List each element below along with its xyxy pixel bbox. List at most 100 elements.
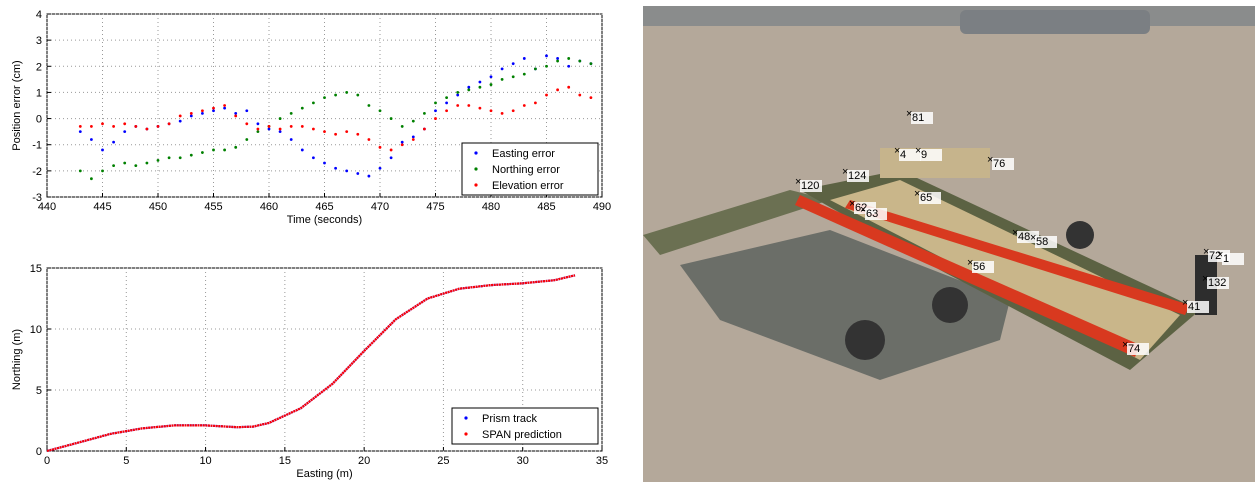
point bbox=[434, 101, 437, 105]
point bbox=[267, 127, 271, 131]
point bbox=[378, 145, 382, 149]
label-bg bbox=[972, 261, 994, 273]
point bbox=[445, 109, 448, 113]
point bbox=[167, 122, 171, 126]
x-axis-label: Time (seconds) bbox=[287, 214, 362, 226]
point bbox=[467, 88, 471, 92]
rail bbox=[795, 195, 1140, 357]
point bbox=[245, 109, 249, 113]
point bbox=[534, 101, 537, 105]
point bbox=[400, 143, 404, 147]
point bbox=[300, 148, 304, 152]
point bbox=[356, 93, 360, 97]
point bbox=[334, 166, 337, 170]
point bbox=[356, 172, 360, 175]
x-tick-label: 470 bbox=[371, 201, 389, 213]
x-tick-label: 480 bbox=[482, 201, 500, 213]
x-tick-label: 5 bbox=[123, 455, 129, 467]
y-tick-label: -3 bbox=[32, 192, 42, 204]
point bbox=[145, 161, 149, 165]
point bbox=[212, 148, 215, 152]
label-bg bbox=[919, 192, 941, 204]
y-tick-label: -1 bbox=[32, 140, 42, 152]
point bbox=[456, 93, 460, 97]
y-tick-label: -2 bbox=[32, 166, 42, 178]
point bbox=[90, 177, 93, 181]
point bbox=[556, 59, 559, 63]
label-bg bbox=[800, 180, 822, 192]
point bbox=[367, 174, 371, 178]
y-axis-label: Position error (cm) bbox=[11, 60, 23, 150]
point bbox=[123, 161, 127, 165]
point bbox=[556, 88, 559, 92]
point bbox=[312, 101, 315, 105]
x-tick-label: 485 bbox=[537, 201, 555, 213]
y-axis-label: Northing (m) bbox=[11, 329, 23, 390]
prism bbox=[1195, 255, 1217, 315]
point bbox=[134, 125, 138, 128]
marker-x: × bbox=[1122, 339, 1128, 351]
point bbox=[112, 164, 115, 168]
photo-label: 120 bbox=[801, 180, 819, 192]
photo-label: 124 bbox=[848, 170, 866, 182]
point bbox=[323, 96, 326, 100]
point bbox=[356, 132, 360, 136]
photo-label: 4 bbox=[900, 149, 906, 161]
point bbox=[256, 130, 260, 134]
label-bg bbox=[1222, 253, 1244, 265]
photo-label: 41 bbox=[1188, 301, 1200, 313]
point bbox=[223, 104, 227, 107]
point bbox=[212, 106, 215, 110]
point bbox=[245, 122, 249, 126]
point bbox=[323, 161, 326, 165]
point bbox=[145, 127, 149, 131]
point bbox=[478, 80, 482, 84]
point bbox=[411, 138, 415, 141]
legend-label: Elevation error bbox=[492, 180, 564, 192]
background-vehicles bbox=[643, 6, 1255, 26]
point bbox=[589, 96, 593, 100]
point bbox=[500, 67, 504, 71]
x-tick-label: 490 bbox=[593, 201, 611, 213]
point bbox=[289, 125, 293, 128]
point bbox=[189, 114, 193, 118]
label-bg bbox=[1017, 231, 1039, 243]
photo-label: 76 bbox=[993, 158, 1005, 170]
point bbox=[511, 75, 515, 79]
marker-x: × bbox=[842, 166, 848, 178]
point bbox=[101, 122, 104, 126]
x-tick-label: 450 bbox=[149, 201, 167, 213]
point bbox=[522, 57, 526, 60]
photo-label: 62 bbox=[855, 202, 867, 214]
point bbox=[256, 127, 260, 131]
point bbox=[267, 125, 271, 128]
point bbox=[522, 104, 526, 107]
point bbox=[312, 156, 315, 160]
x-tick-label: 455 bbox=[204, 201, 222, 213]
point bbox=[478, 106, 482, 110]
x-tick-label: 0 bbox=[44, 455, 50, 467]
point bbox=[478, 85, 482, 89]
label-bg bbox=[899, 149, 921, 161]
point bbox=[189, 153, 193, 157]
point bbox=[289, 138, 293, 141]
point bbox=[378, 166, 382, 170]
y-tick-label: 10 bbox=[30, 324, 42, 336]
point bbox=[423, 127, 426, 131]
point bbox=[411, 119, 415, 123]
marker-x: × bbox=[1203, 246, 1209, 258]
point bbox=[345, 91, 349, 94]
legend bbox=[461, 142, 599, 196]
point bbox=[345, 130, 349, 134]
point bbox=[90, 138, 93, 141]
photo-label: 74 bbox=[1128, 343, 1140, 355]
point bbox=[456, 91, 460, 94]
point bbox=[223, 106, 227, 110]
point bbox=[178, 156, 182, 160]
marker-x: × bbox=[967, 257, 973, 269]
x-tick-label: 440 bbox=[38, 201, 56, 213]
label-bg bbox=[1035, 236, 1057, 248]
marker-x: × bbox=[915, 145, 921, 157]
point bbox=[567, 85, 571, 89]
